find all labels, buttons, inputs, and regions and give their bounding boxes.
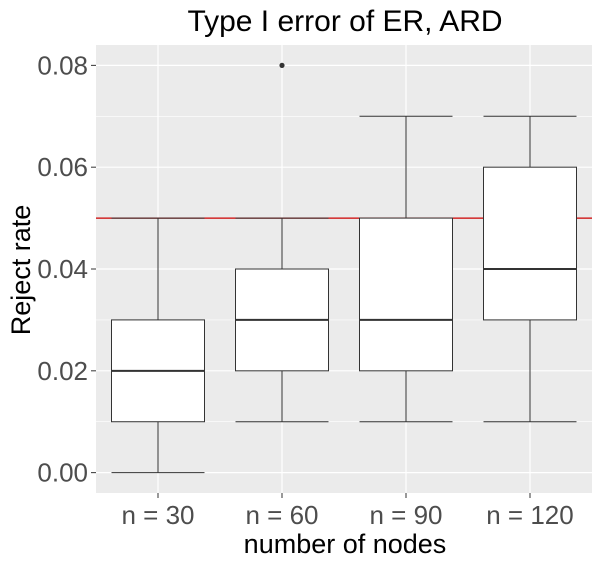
box-iqr [483, 166, 577, 321]
chart-title: Type I error of ER, ARD [187, 5, 502, 38]
x-axis-title: number of nodes [244, 529, 447, 559]
x-tick-label: n = 30 [121, 500, 194, 530]
outlier-point [279, 62, 285, 68]
box-4 [483, 115, 577, 423]
x-tick-label: n = 120 [486, 500, 573, 530]
y-tick-label: 0.06 [37, 152, 88, 182]
y-tick-label: 0.08 [37, 50, 88, 80]
box-iqr [359, 217, 453, 372]
box-1 [111, 217, 205, 474]
y-axis-title: Reject rate [6, 205, 36, 336]
y-tick-label: 0.04 [37, 254, 88, 284]
y-axis: 0.00 0.02 0.04 0.06 0.08 [37, 50, 96, 488]
x-tick-label: n = 60 [245, 500, 318, 530]
x-axis: n = 30 n = 60 n = 90 n = 120 [121, 493, 574, 530]
box-2 [235, 62, 329, 423]
y-tick-label: 0.02 [37, 356, 88, 386]
x-tick-label: n = 90 [369, 500, 442, 530]
box-3 [359, 115, 453, 423]
y-tick-label: 0.00 [37, 458, 88, 488]
boxes-layer [111, 62, 577, 474]
